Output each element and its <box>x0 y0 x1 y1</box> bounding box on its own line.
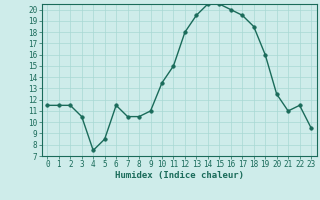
X-axis label: Humidex (Indice chaleur): Humidex (Indice chaleur) <box>115 171 244 180</box>
